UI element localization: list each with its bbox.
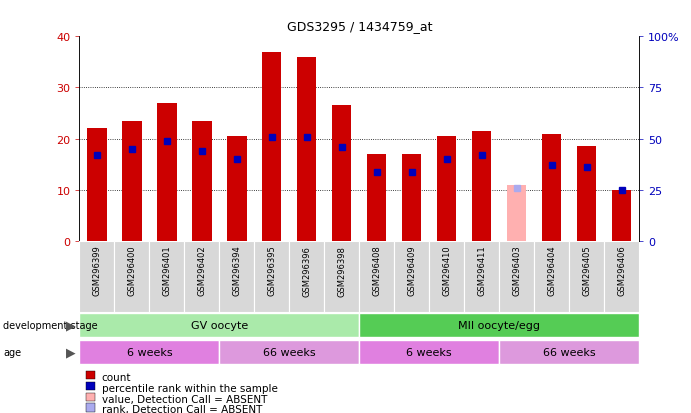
Bar — [332, 106, 352, 242]
Bar — [87, 129, 106, 242]
Text: count: count — [102, 372, 131, 382]
Title: GDS3295 / 1434759_at: GDS3295 / 1434759_at — [287, 20, 432, 33]
Bar — [577, 147, 596, 242]
Text: age: age — [3, 347, 21, 357]
Text: GSM296408: GSM296408 — [372, 245, 381, 296]
FancyBboxPatch shape — [534, 242, 569, 312]
Text: GSM296406: GSM296406 — [617, 245, 626, 296]
Bar — [297, 57, 316, 242]
Bar — [542, 134, 561, 242]
Text: GSM296404: GSM296404 — [547, 245, 556, 296]
Bar — [507, 185, 527, 242]
Text: value, Detection Call = ABSENT: value, Detection Call = ABSENT — [102, 394, 267, 404]
Bar — [158, 104, 176, 242]
Bar — [263, 52, 281, 242]
Text: MII oocyte/egg: MII oocyte/egg — [458, 320, 540, 330]
Text: GSM296394: GSM296394 — [232, 245, 241, 296]
Bar — [612, 190, 632, 242]
Bar — [402, 155, 422, 242]
Text: GSM296409: GSM296409 — [407, 245, 416, 296]
Bar — [122, 121, 142, 242]
Text: GSM296399: GSM296399 — [93, 245, 102, 296]
Bar — [367, 155, 386, 242]
FancyBboxPatch shape — [149, 242, 184, 312]
FancyBboxPatch shape — [359, 313, 639, 337]
FancyBboxPatch shape — [499, 340, 639, 364]
FancyBboxPatch shape — [604, 242, 639, 312]
Text: GSM296401: GSM296401 — [162, 245, 171, 296]
Text: development stage: development stage — [3, 320, 98, 330]
FancyBboxPatch shape — [359, 242, 395, 312]
FancyBboxPatch shape — [254, 242, 290, 312]
Text: percentile rank within the sample: percentile rank within the sample — [102, 383, 278, 393]
FancyBboxPatch shape — [79, 313, 359, 337]
Text: 6 weeks: 6 weeks — [406, 347, 452, 357]
FancyBboxPatch shape — [115, 242, 149, 312]
Text: GSM296402: GSM296402 — [198, 245, 207, 296]
Text: GSM296410: GSM296410 — [442, 245, 451, 296]
Bar — [472, 132, 491, 242]
Text: GSM296400: GSM296400 — [127, 245, 136, 296]
Text: GSM296411: GSM296411 — [477, 245, 486, 296]
FancyBboxPatch shape — [569, 242, 604, 312]
FancyBboxPatch shape — [220, 242, 254, 312]
FancyBboxPatch shape — [290, 242, 324, 312]
Bar — [227, 137, 247, 242]
Text: GSM296398: GSM296398 — [337, 245, 346, 296]
FancyBboxPatch shape — [79, 242, 115, 312]
Text: GSM296396: GSM296396 — [303, 245, 312, 296]
Text: GV oocyte: GV oocyte — [191, 320, 248, 330]
FancyBboxPatch shape — [429, 242, 464, 312]
Text: rank, Detection Call = ABSENT: rank, Detection Call = ABSENT — [102, 404, 262, 413]
FancyBboxPatch shape — [359, 340, 499, 364]
Text: GSM296395: GSM296395 — [267, 245, 276, 296]
Text: GSM296403: GSM296403 — [512, 245, 521, 296]
Text: ▶: ▶ — [66, 346, 76, 358]
FancyBboxPatch shape — [324, 242, 359, 312]
Text: 66 weeks: 66 weeks — [263, 347, 316, 357]
FancyBboxPatch shape — [220, 340, 359, 364]
Text: 66 weeks: 66 weeks — [543, 347, 596, 357]
Bar — [192, 121, 211, 242]
Text: 6 weeks: 6 weeks — [126, 347, 172, 357]
FancyBboxPatch shape — [499, 242, 534, 312]
Bar — [437, 137, 456, 242]
FancyBboxPatch shape — [184, 242, 220, 312]
Text: ▶: ▶ — [66, 319, 76, 332]
FancyBboxPatch shape — [79, 340, 220, 364]
FancyBboxPatch shape — [395, 242, 429, 312]
FancyBboxPatch shape — [464, 242, 499, 312]
Text: GSM296405: GSM296405 — [583, 245, 591, 296]
